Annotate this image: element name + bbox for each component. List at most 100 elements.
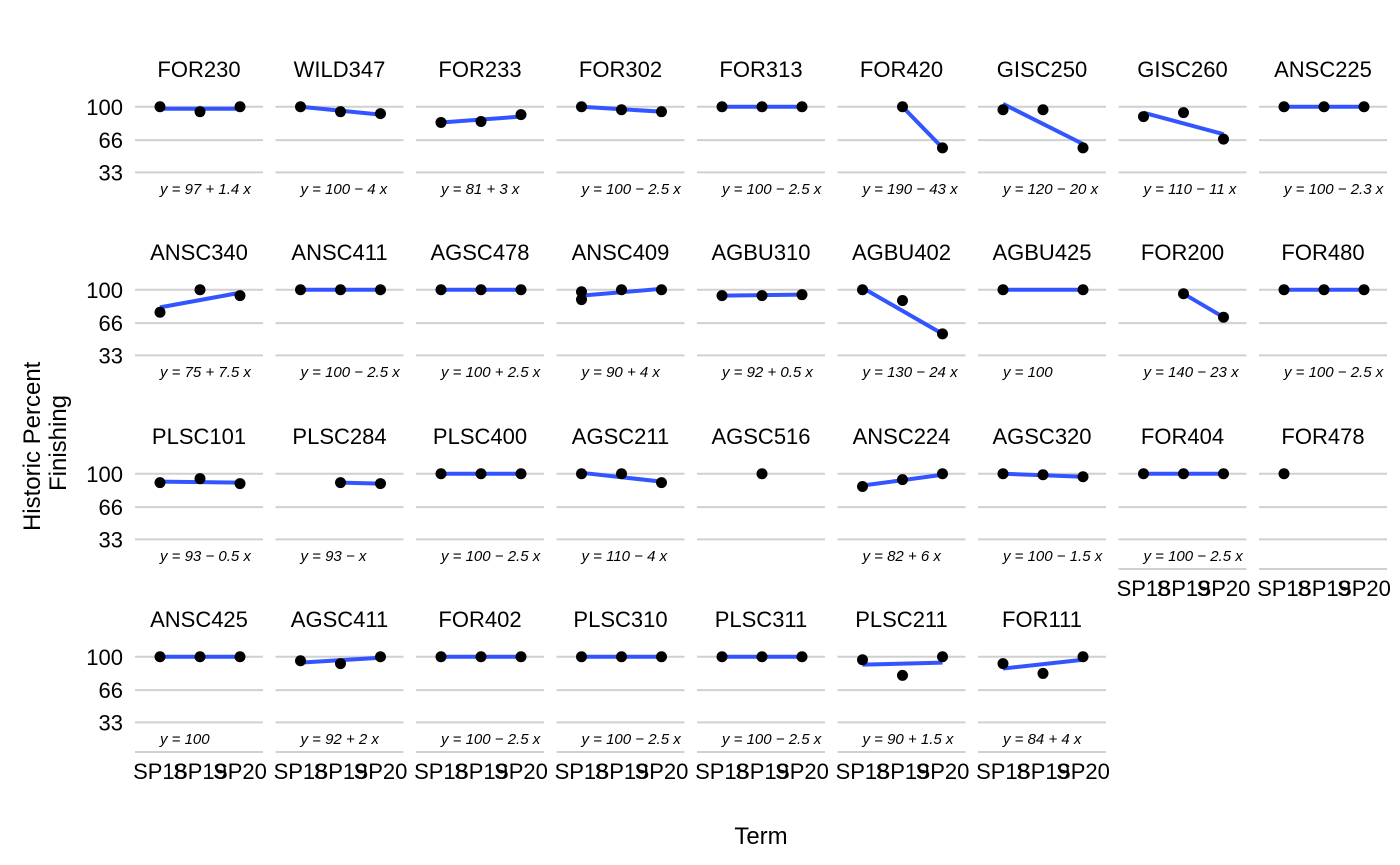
regression-equation: y = 81 + 3 x (440, 181, 520, 198)
data-point (616, 468, 627, 480)
data-point (435, 651, 447, 663)
fit-line (861, 286, 944, 336)
facet-panel-for302: FOR302 y = 100 − 2.5 x (556, 57, 685, 198)
data-point (897, 295, 908, 307)
facet-title: ANSC340 (150, 240, 248, 265)
facet-title: AGBU310 (711, 240, 810, 265)
facet-title: FOR478 (1281, 424, 1364, 449)
regression-equation: y = 100 − 2.5 x (1143, 548, 1244, 565)
data-point (335, 658, 346, 670)
regression-equation: y = 90 + 4 x (581, 364, 661, 381)
data-point (1077, 142, 1089, 154)
facet-title: PLSC311 (715, 607, 808, 632)
data-point (716, 290, 728, 302)
data-point (375, 651, 386, 663)
data-point (1278, 101, 1290, 113)
facet-title: PLSC400 (433, 424, 527, 449)
fit-line (1182, 291, 1225, 319)
x-tick-label: SP18 (274, 759, 328, 784)
facet-title: FOR200 (1141, 240, 1224, 265)
data-point (194, 106, 206, 118)
x-tick-label: SP20 (1337, 576, 1391, 601)
data-point (997, 468, 1009, 480)
data-point (154, 306, 166, 318)
x-tick-label: SP20 (354, 759, 408, 784)
x-tick-label: SP18 (555, 759, 609, 784)
data-point (515, 651, 527, 663)
regression-equation: y = 100 − 2.3 x (1283, 181, 1384, 198)
data-point (857, 654, 868, 666)
data-point (375, 108, 386, 120)
facet-title: FOR402 (438, 607, 521, 632)
data-point (435, 468, 447, 480)
regression-equation: y = 100 − 2.5 x (300, 364, 401, 381)
facet-panel-plsc101: PLSC101 y = 93 − 0.5 x (135, 424, 263, 565)
x-tick-label: SP19 (876, 759, 930, 784)
data-point (656, 651, 667, 663)
data-point (656, 284, 667, 296)
data-point (897, 101, 908, 113)
facet-title: FOR420 (860, 57, 943, 82)
data-point (154, 477, 166, 489)
data-point (295, 101, 306, 113)
facet-panel-plsc310: PLSC310 y = 100 − 2.5 x (556, 607, 685, 753)
fit-line (1002, 102, 1084, 146)
x-tick-label: SP19 (173, 759, 227, 784)
data-point (576, 101, 587, 113)
facet-panel-gisc260: GISC260 y = 110 − 11 x (1118, 57, 1247, 198)
data-point (576, 286, 587, 298)
y-axis-tick-labels: 33 66 100 33 66 100 33 66 100 33 66 100 (86, 95, 123, 736)
x-tick-label: SP19 (595, 759, 649, 784)
facet-panel-ansc224: ANSC224 y = 82 + 6 x (837, 424, 966, 565)
data-point (616, 284, 627, 296)
data-point (1077, 471, 1089, 483)
data-point (576, 468, 587, 480)
data-point (1178, 107, 1189, 119)
data-point (897, 669, 908, 681)
facet-title: ANSC409 (572, 240, 670, 265)
facet-title: PLSC101 (152, 424, 246, 449)
y-tick-label: 66 (99, 678, 123, 703)
data-point (194, 473, 206, 485)
regression-equation: y = 120 − 20 x (1002, 181, 1099, 198)
facet-panel-agbu402: AGBU402 y = 130 − 24 x (837, 240, 966, 381)
x-tick-label: SP19 (454, 759, 508, 784)
facet-panel-wild347: WILD347 y = 100 − 4 x (275, 57, 404, 198)
facet-panel-for420: FOR420 y = 190 − 43 x (837, 57, 966, 198)
data-point (1218, 468, 1229, 480)
facet-title: AGBU402 (852, 240, 951, 265)
facet-panel-ansc409: ANSC409 y = 90 + 4 x (556, 240, 685, 381)
data-point (937, 468, 948, 480)
data-point (1218, 311, 1229, 323)
data-point (515, 109, 527, 121)
fit-line (340, 480, 381, 486)
facet-title: WILD347 (294, 57, 386, 82)
facet-panel-agbu425: AGBU425 y = 100 (978, 240, 1106, 381)
data-point (616, 651, 627, 663)
regression-equation: y = 100 − 2.5 x (721, 731, 822, 748)
regression-equation: y = 100 − 2.5 x (1283, 364, 1384, 381)
regression-equation: y = 110 − 11 x (1143, 181, 1237, 198)
data-point (295, 655, 306, 667)
data-point (234, 478, 246, 490)
regression-equation: y = 100 (159, 731, 210, 748)
facet-panel-agsc478: AGSC478 y = 100 + 2.5 x (416, 240, 544, 381)
data-point (756, 101, 768, 113)
data-point (335, 106, 346, 118)
facet-panels: FOR230 y = 97 + 1.4 x WILD347 y = 100 − 4 x… (135, 57, 1387, 753)
x-tick-label: SP19 (1016, 759, 1070, 784)
y-tick-label: 33 (99, 710, 123, 735)
x-tick-label: SP18 (133, 759, 187, 784)
facet-title: AGSC211 (572, 424, 669, 449)
y-tick-label: 66 (99, 311, 123, 336)
data-point (1037, 469, 1049, 481)
y-tick-label: 100 (86, 462, 123, 487)
facet-panel-ansc225: ANSC225 y = 100 − 2.3 x (1259, 57, 1387, 198)
data-point (756, 651, 768, 663)
facet-title: AGSC516 (711, 424, 810, 449)
data-point (1138, 111, 1149, 123)
y-tick-label: 33 (99, 160, 123, 185)
facet-title: AGSC478 (430, 240, 529, 265)
data-point (937, 651, 948, 663)
data-point (656, 106, 667, 118)
